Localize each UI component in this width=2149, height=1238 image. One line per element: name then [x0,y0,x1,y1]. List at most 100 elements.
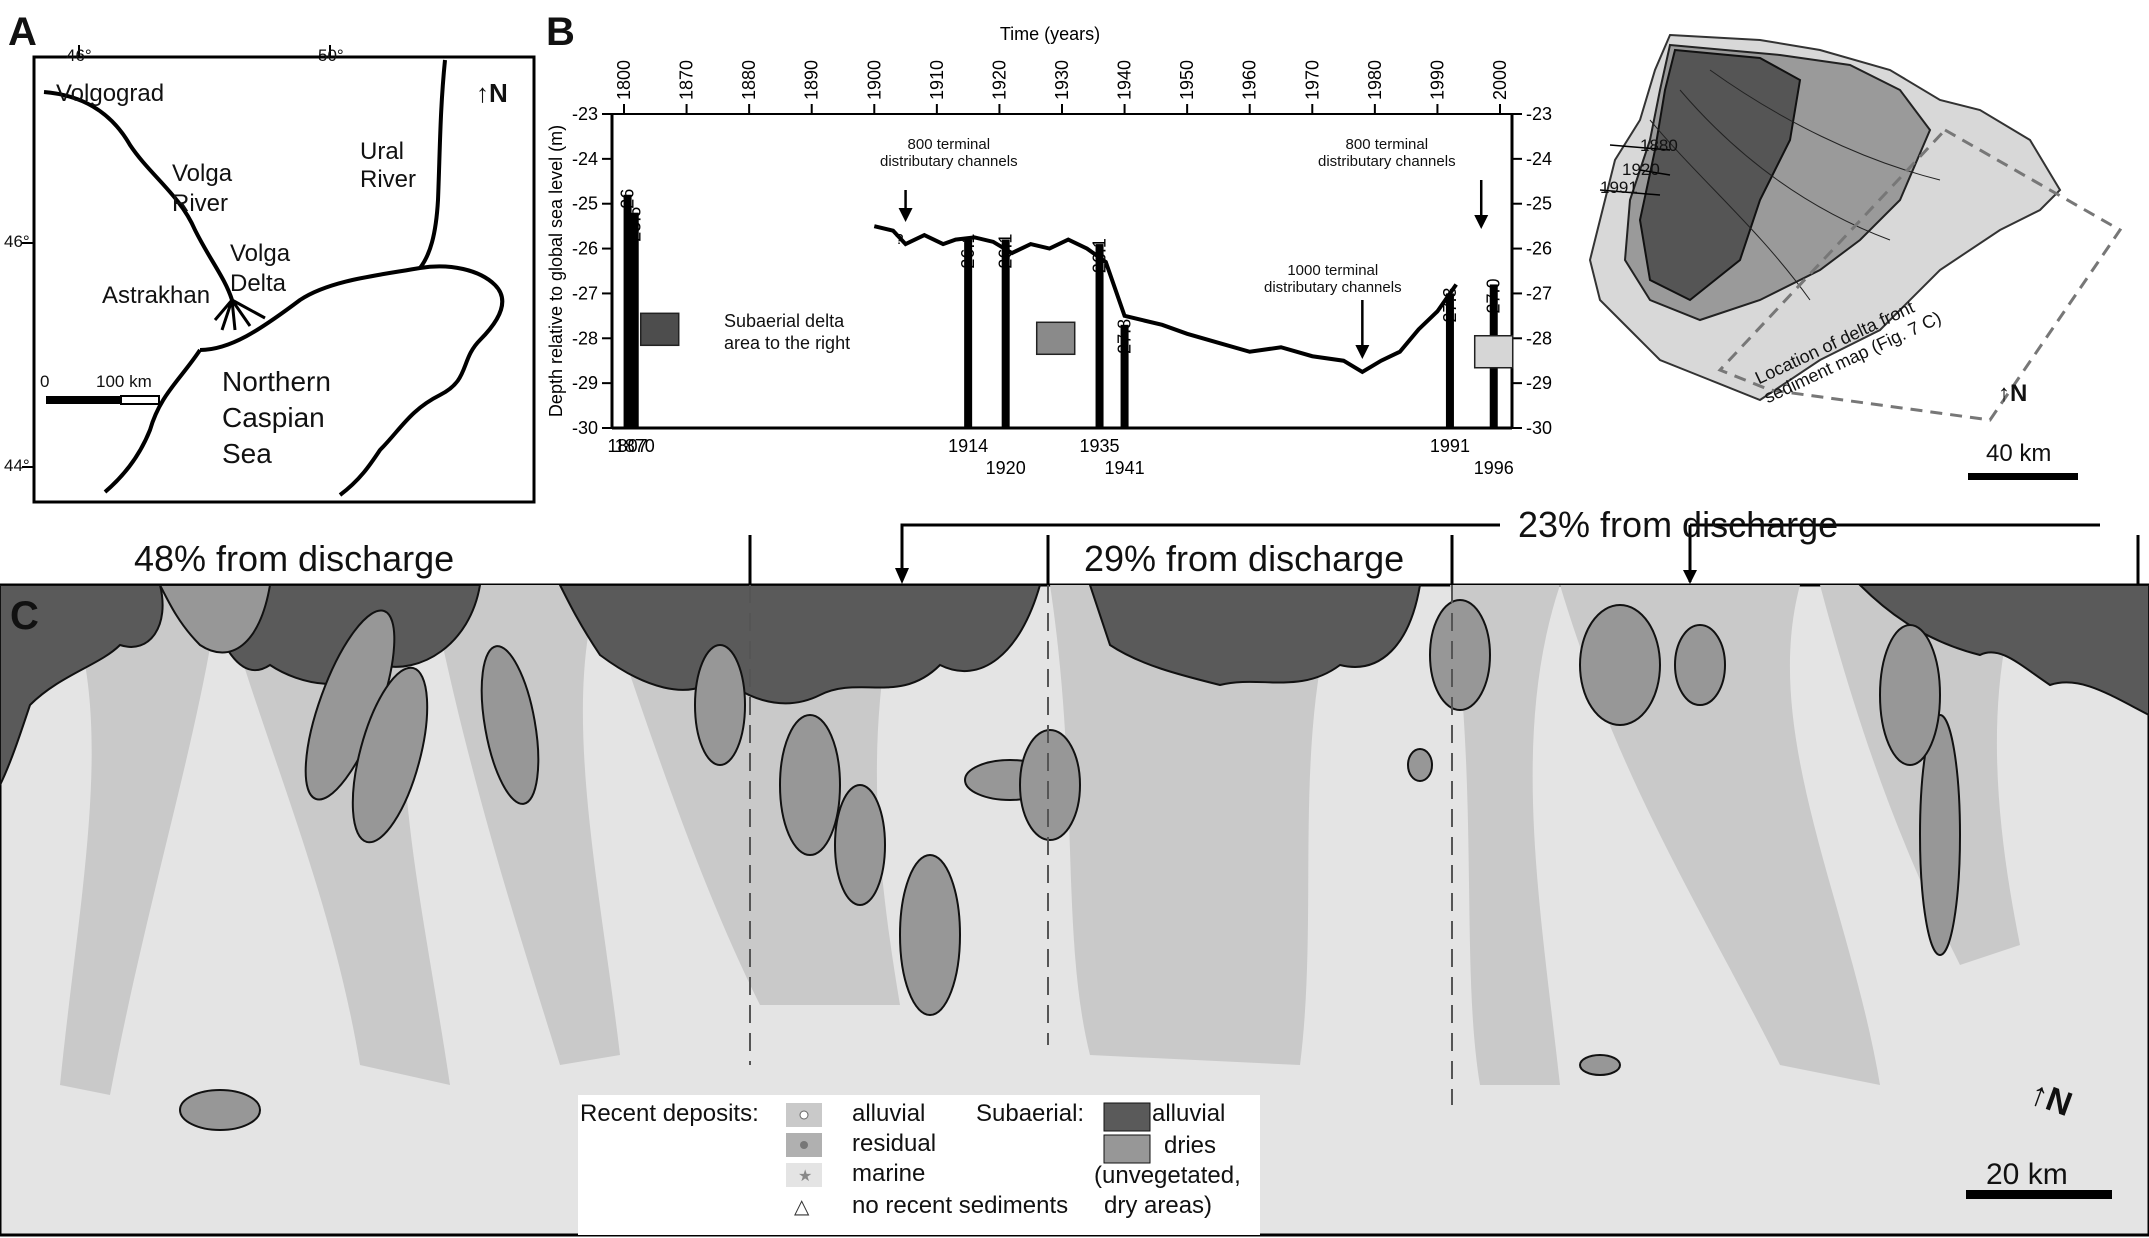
discharge-mid: 29% from discharge [1084,538,1405,579]
label-volga-delta-2: Delta [230,270,287,297]
legend-recent-title: Recent deposits: [580,1100,759,1127]
north-label: N [489,78,508,108]
area-box [1473,334,1514,369]
svg-text:△: △ [794,1196,810,1218]
label-volga-delta-1: Volga [230,240,291,267]
panel-a-letter: A [8,10,37,54]
lat-label-46: 46° [4,232,30,251]
panel-a-map [22,45,536,504]
panel-c-map: ★ △ [0,585,2149,1237]
area-box [1035,321,1076,356]
annotation-arrowhead [1355,345,1370,359]
annotation-800-right-line2: distributary channels [1318,153,1456,170]
box-label-line2: area to the right [724,333,851,353]
box-label-line1: Subaerial delta [724,311,845,331]
bar-year-label: 1935 [1080,436,1120,456]
box-label: Subaerial delta area to the right [724,310,850,354]
bar-value-label: -27.8 [1115,319,1135,360]
depth-chart: Time (years) Depth relative to global sea… [546,24,1552,478]
x-tick-label: 1870 [677,60,697,100]
y-tick-label-left: -23 [572,104,598,124]
x-tick-label: 1990 [1427,60,1447,100]
label-astrakhan: Astrakhan [102,282,211,309]
x-tick-label: 1970 [1302,60,1322,100]
scale-40km: 40 km [1986,440,2052,467]
x-tick-label: 1900 [864,60,884,100]
label-volga-river-1: Volga [172,160,233,187]
sea-level-line [873,224,1458,375]
label-1880: 1880 [1640,136,1678,155]
chart-title: Time (years) [1000,24,1100,44]
y-tick-label-right: -24 [1526,149,1552,169]
legend-dries-note-1: (unvegetated, [1094,1162,1241,1189]
label-ural-1: Ural [360,138,405,165]
x-tick-label: 1880 [739,60,759,100]
bar-year-label: 1870 [615,436,655,456]
north-label-b: N [2010,380,2028,407]
legend-subaerial-title: Subaerial: [976,1100,1085,1127]
lon-label-50: 50° [318,46,344,65]
legend-no-recent: no recent sediments [852,1192,1069,1219]
bar-value-label: -26.1 [958,234,978,275]
level-bar [1001,239,1010,428]
svg-text:★: ★ [798,1168,812,1185]
scale-100km: 100 km [96,372,152,391]
y-tick-label-left: -26 [572,239,598,259]
label-sea-1: Northern [222,366,331,397]
y-tick-label-right: -27 [1526,283,1552,303]
label-1991: 1991 [1600,178,1638,197]
level-bar [964,239,973,428]
bar-year-label: 1914 [948,436,988,456]
legend-dries: dries [1164,1132,1217,1159]
lat-label-44: 44° [4,456,30,475]
level-bar [1445,293,1454,428]
chart-ylabel: Depth relative to global sea level (m) [546,125,566,417]
bar-year-label: 1991 [1430,436,1470,456]
legend-alluvial: alluvial [852,1100,926,1127]
level-bar [623,194,632,428]
level-bar [1120,324,1129,428]
y-tick-label-left: -29 [572,373,598,393]
annotation-arrowhead [898,208,913,222]
label-volga-river-2: River [172,190,229,217]
annotation-800-right: 800 terminal distributary channels [1318,136,1456,170]
bar-value-label: -27.0 [1484,278,1504,319]
bar-value-label: -27.3 [1440,287,1460,328]
label-ural-2: River [360,166,417,193]
y-tick-label-right: -23 [1526,104,1552,124]
label-volgograd: Volgograd [56,80,165,107]
y-tick-label-left: -25 [572,194,598,214]
x-tick-label: 1940 [1115,60,1135,100]
y-tick-label-left: -24 [572,149,598,169]
panel-b-letter: B [546,10,575,54]
level-bar [1095,244,1104,428]
x-tick-label: 1890 [802,60,822,100]
discharge-right: 23% from discharge [1518,504,1839,545]
y-tick-label-right: -28 [1526,328,1552,348]
bar-year-label: 1941 [1105,458,1145,478]
annotation-800-left-line1: 800 terminal [907,136,991,153]
legend-sub-alluvial: alluvial [1152,1100,1226,1127]
x-tick-label: 1960 [1240,60,1260,100]
x-tick-label: 2000 [1490,60,1510,100]
label-1920: 1920 [1622,160,1660,179]
bar-year-label: 1920 [986,458,1026,478]
x-tick-label: 1980 [1365,60,1385,100]
bar-year-label: 1807 [608,436,648,456]
annotation-1000: 1000 terminal distributary channels [1264,262,1402,296]
annotation-1000-line2: distributary channels [1264,279,1402,296]
area-box [639,312,680,347]
north-arrow-icon: ↑N [476,78,508,108]
panel-c-letter: C [10,594,39,638]
y-tick-label-left: -28 [572,328,598,348]
annotation-800-left-line2: distributary channels [880,153,1018,170]
annotation-800-left: 800 terminal distributary channels [880,136,1018,170]
scale-zero: 0 [40,372,50,391]
legend-dries-note-2: dry areas) [1104,1192,1213,1219]
y-tick-label-right: -26 [1526,239,1552,259]
label-sea-3: Sea [222,438,272,469]
x-tick-label: 1930 [1052,60,1072,100]
lon-label-46: 46° [66,46,92,65]
bar-value-label: -25.5 [625,207,645,248]
y-tick-label-left: -30 [572,418,598,438]
